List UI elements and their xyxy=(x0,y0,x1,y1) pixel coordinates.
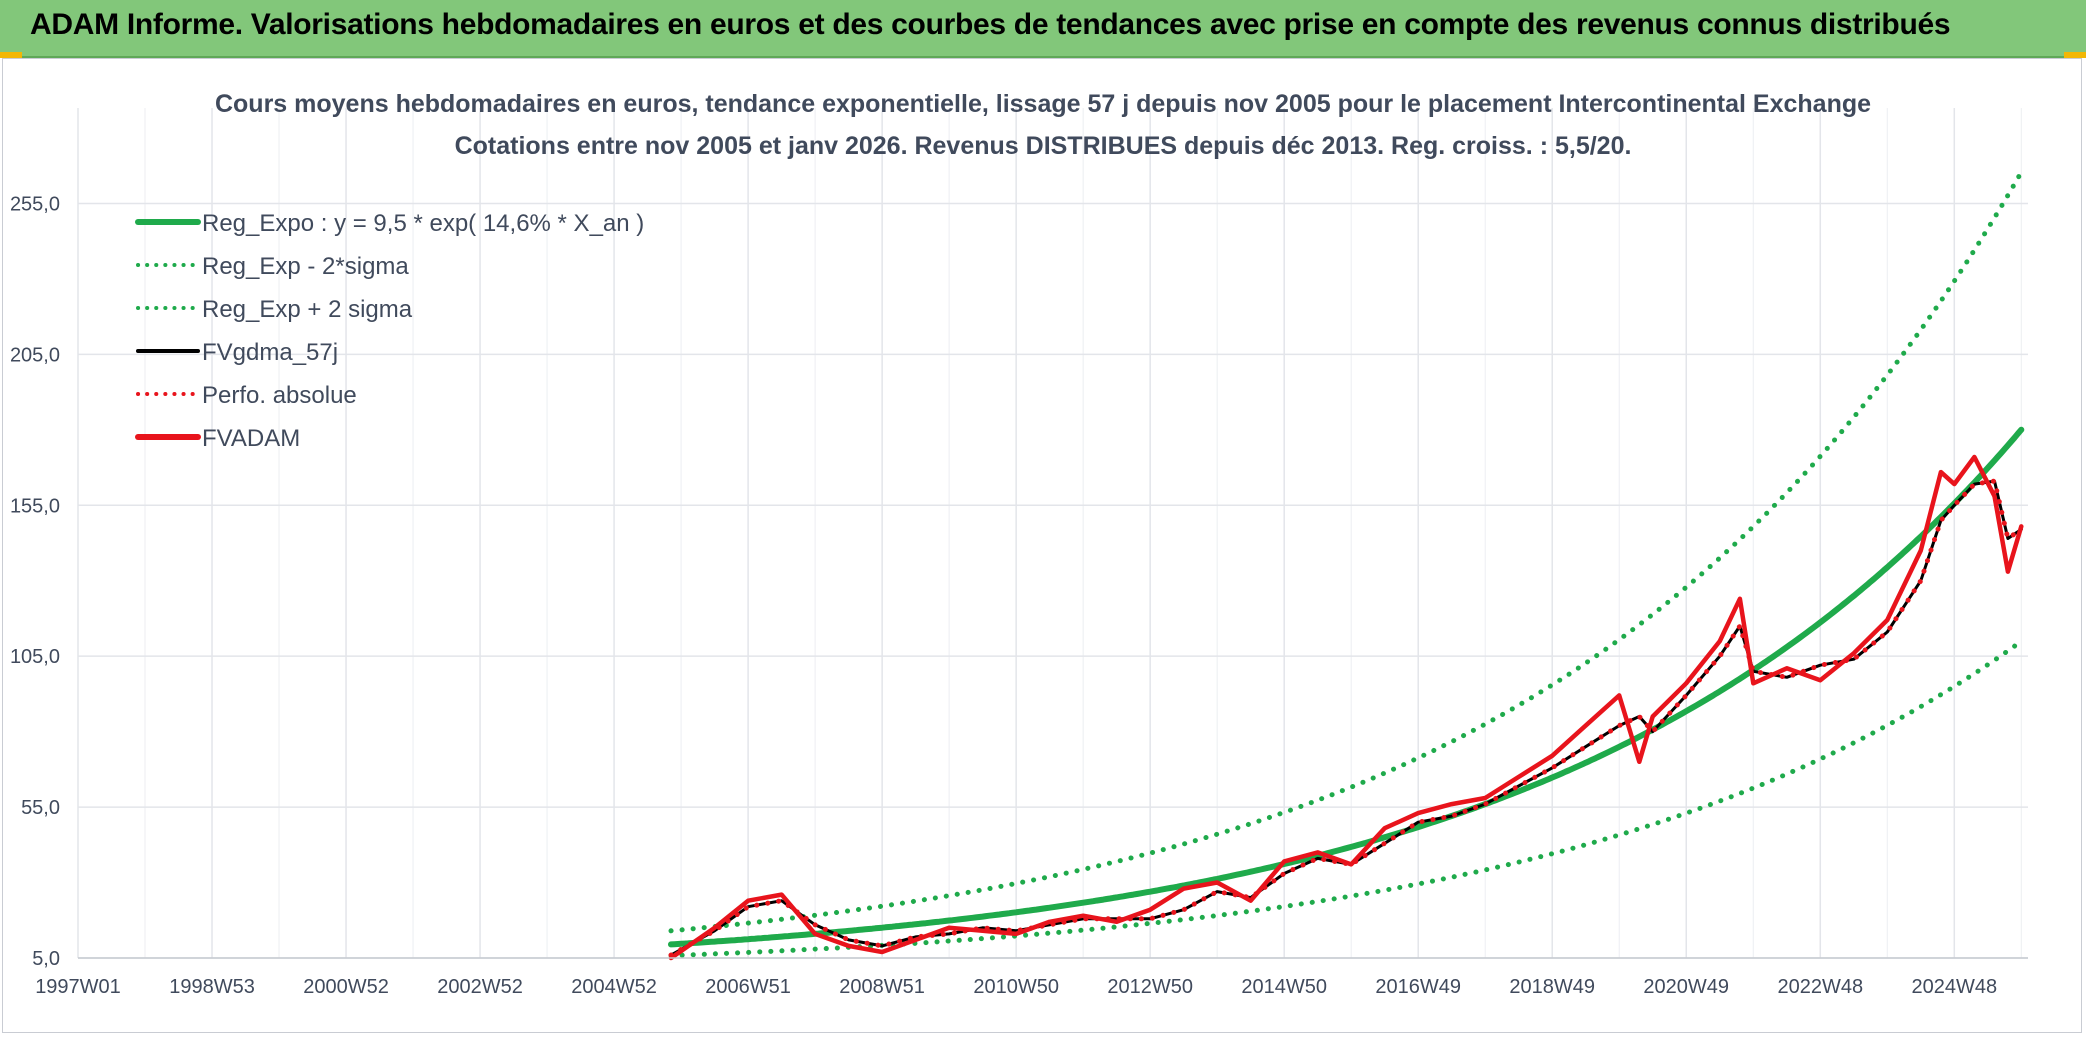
x-tick-label: 2016W49 xyxy=(1375,976,1461,998)
x-tick-label: 2024W48 xyxy=(1911,976,1997,998)
y-tick-label: 5,0 xyxy=(32,948,60,970)
corner-accent-left xyxy=(0,52,22,58)
chart-frame xyxy=(2,58,2082,1033)
legend-label: FVgdma_57j xyxy=(202,339,338,366)
series-line-2 xyxy=(668,169,2024,934)
chart-title-line-1: Cours moyens hebdomadaires en euros, ten… xyxy=(215,90,1871,118)
legend-label: Perfo. absolue xyxy=(202,382,357,409)
x-tick-label: 2022W48 xyxy=(1777,976,1863,998)
x-tick-label: 2000W52 xyxy=(303,976,389,998)
x-tick-label: 2008W51 xyxy=(839,976,925,998)
legend: Reg_Expo : y = 9,5 * exp( 14,6% * X_an )… xyxy=(135,210,644,452)
x-tick-label: 2012W50 xyxy=(1107,976,1193,998)
y-tick-label: 155,0 xyxy=(10,495,60,517)
x-tick-label: 2006W51 xyxy=(705,976,791,998)
series-line-4 xyxy=(668,478,2024,958)
x-tick-label: 1998W53 xyxy=(169,976,255,998)
x-tick-label: 2002W52 xyxy=(437,976,523,998)
page-title: ADAM Informe. Valorisations hebdomadaire… xyxy=(30,8,1951,41)
x-tick-label: 2010W50 xyxy=(973,976,1059,998)
y-tick-label: 55,0 xyxy=(21,797,60,819)
x-tick-label: 2004W52 xyxy=(571,976,657,998)
y-tick-label: 205,0 xyxy=(10,344,60,366)
legend-label: Reg_Exp + 2 sigma xyxy=(202,296,413,323)
legend-label: Reg_Expo : y = 9,5 * exp( 14,6% * X_an ) xyxy=(202,210,644,237)
x-tick-label: 2018W49 xyxy=(1509,976,1595,998)
axes: 1997W01 1998W53 2000W52 2002W52 2004W52 2006W… xyxy=(10,193,2028,998)
y-tick-label: 105,0 xyxy=(10,646,60,668)
series-line-1 xyxy=(668,638,2024,959)
legend-label: FVADAM xyxy=(202,425,300,452)
x-tick-label: 2014W50 xyxy=(1241,976,1327,998)
x-tick-label: 1997W01 xyxy=(35,976,121,998)
series-line-0 xyxy=(668,426,2025,948)
corner-accent-right xyxy=(2064,52,2086,58)
header-banner: ADAM Informe. Valorisations hebdomadaire… xyxy=(0,0,2086,58)
legend-label: Reg_Exp - 2*sigma xyxy=(202,253,409,280)
x-tick-label: 2020W49 xyxy=(1643,976,1729,998)
y-tick-label: 255,0 xyxy=(10,193,60,215)
series-line-3 xyxy=(669,479,2023,957)
series-line-5 xyxy=(668,454,2024,961)
chart-title-line-2: Cotations entre nov 2005 et janv 2026. R… xyxy=(455,132,1632,160)
plot-area xyxy=(668,169,2025,961)
